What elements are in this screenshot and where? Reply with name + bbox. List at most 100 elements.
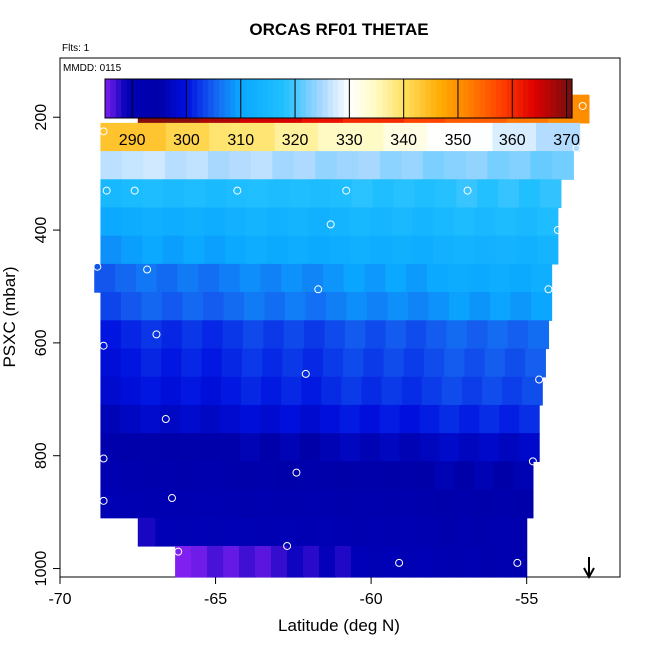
colorbar-tick-label: 300: [173, 132, 200, 149]
colorbar-swatch: [474, 79, 481, 118]
heatmap-cell: [473, 461, 495, 491]
heatmap-cell: [141, 292, 163, 321]
heatmap-cell: [366, 545, 384, 578]
heatmap-cell: [140, 404, 161, 434]
heatmap-cell: [279, 404, 301, 434]
colorbar-swatch: [452, 79, 459, 118]
heatmap-cell: [314, 517, 333, 547]
heatmap-cell: [487, 320, 509, 350]
heatmap-cell: [183, 207, 205, 237]
heatmap-cell: [100, 151, 123, 180]
heatmap-cell: [359, 433, 381, 462]
colorbar-swatch: [175, 79, 182, 118]
heatmap-cell: [160, 376, 182, 406]
heatmap-cell: [302, 348, 324, 378]
heatmap-cell: [439, 433, 460, 462]
colorbar-swatch: [300, 79, 307, 118]
heatmap-cell: [245, 235, 268, 265]
colorbar-swatch: [132, 79, 139, 118]
y-tick-label: 1000: [33, 551, 50, 587]
heatmap-cell: [299, 404, 321, 434]
heatmap-cell: [346, 292, 368, 321]
colorbar-swatch: [164, 79, 171, 118]
heatmap-cell: [487, 151, 510, 180]
heatmap-cell: [180, 404, 201, 434]
heatmap-cell: [200, 404, 221, 434]
heatmap-cell: [100, 489, 121, 519]
heatmap-cell: [454, 461, 475, 491]
heatmap-cell: [414, 179, 436, 209]
heatmap-cell: [293, 151, 316, 180]
heatmap-cell: [274, 122, 298, 152]
heatmap-cell: [343, 263, 366, 293]
heatmap-cell: [208, 517, 227, 547]
colorbar-tick-label: 340: [390, 132, 417, 149]
heatmap-cell: [568, 94, 590, 124]
heatmap-cell: [479, 433, 500, 462]
heatmap-cell: [434, 489, 455, 519]
heatmap-cell: [277, 461, 298, 491]
heatmap-cell: [419, 404, 441, 434]
heatmap-cell: [522, 376, 543, 406]
heatmap-cell: [519, 179, 541, 209]
heatmap-cell: [200, 433, 221, 462]
heatmap-cell: [243, 292, 266, 321]
data-point: [292, 468, 301, 477]
colorbar-swatch: [295, 79, 302, 118]
heatmap-cell: [287, 235, 309, 265]
heatmap-cell: [204, 235, 226, 265]
heatmap-cell: [162, 235, 185, 265]
colorbar-swatch: [555, 79, 562, 118]
heatmap-cell: [385, 517, 404, 547]
heatmap-cell: [301, 376, 322, 406]
x-tick-label: -70: [48, 591, 71, 608]
heatmap-cell: [531, 292, 553, 321]
heatmap-cell: [509, 263, 532, 293]
data-point: [326, 220, 335, 229]
heatmap-cell: [326, 292, 348, 321]
colorbar-swatch: [186, 79, 193, 118]
heatmap-cell: [220, 376, 242, 406]
heatmap-cell: [420, 517, 439, 547]
heatmap-cell: [142, 235, 164, 265]
heatmap-cell: [282, 348, 304, 378]
heatmap-cell: [324, 320, 346, 350]
heatmap-cell: [401, 376, 423, 406]
colorbar-swatch: [137, 79, 144, 118]
colorbar-swatch: [289, 79, 296, 118]
data-point: [152, 330, 161, 339]
heatmap-cell: [358, 151, 381, 180]
heatmap-cell: [414, 489, 436, 519]
heatmap-cell: [225, 235, 247, 265]
heatmap-cell: [287, 207, 309, 237]
heatmap-cell: [361, 376, 383, 406]
heatmap-cell: [516, 207, 538, 237]
heatmap-cell: [393, 179, 415, 209]
heatmap-cell: [491, 517, 510, 547]
heatmap-cell: [391, 207, 413, 237]
heatmap-cell: [218, 489, 239, 519]
heatmap-cell: [218, 263, 241, 293]
heatmap-cell: [427, 122, 450, 152]
heatmap-cell: [100, 207, 122, 237]
heatmap-cell: [375, 461, 396, 491]
colorbar-swatch: [197, 79, 204, 118]
colorbar-swatch: [251, 79, 258, 118]
heatmap-cell: [139, 489, 161, 519]
heatmap-cell: [160, 404, 181, 434]
heatmap-cell: [462, 545, 480, 578]
heatmap-cell: [266, 235, 289, 265]
heatmap-cell: [143, 151, 166, 180]
heatmap-cell: [474, 207, 497, 237]
heatmap-cell: [336, 461, 357, 491]
heatmap-cell: [198, 461, 219, 491]
heatmap-cell: [439, 404, 460, 434]
heatmap-cell: [395, 489, 416, 519]
heatmap-cell: [120, 376, 142, 406]
heatmap-cell: [120, 292, 143, 321]
colorbar-swatch: [240, 79, 247, 118]
heatmap-cell: [334, 545, 352, 578]
heatmap-cell: [399, 433, 421, 462]
heatmap-cell: [180, 376, 202, 406]
heatmap-cell: [433, 235, 455, 265]
